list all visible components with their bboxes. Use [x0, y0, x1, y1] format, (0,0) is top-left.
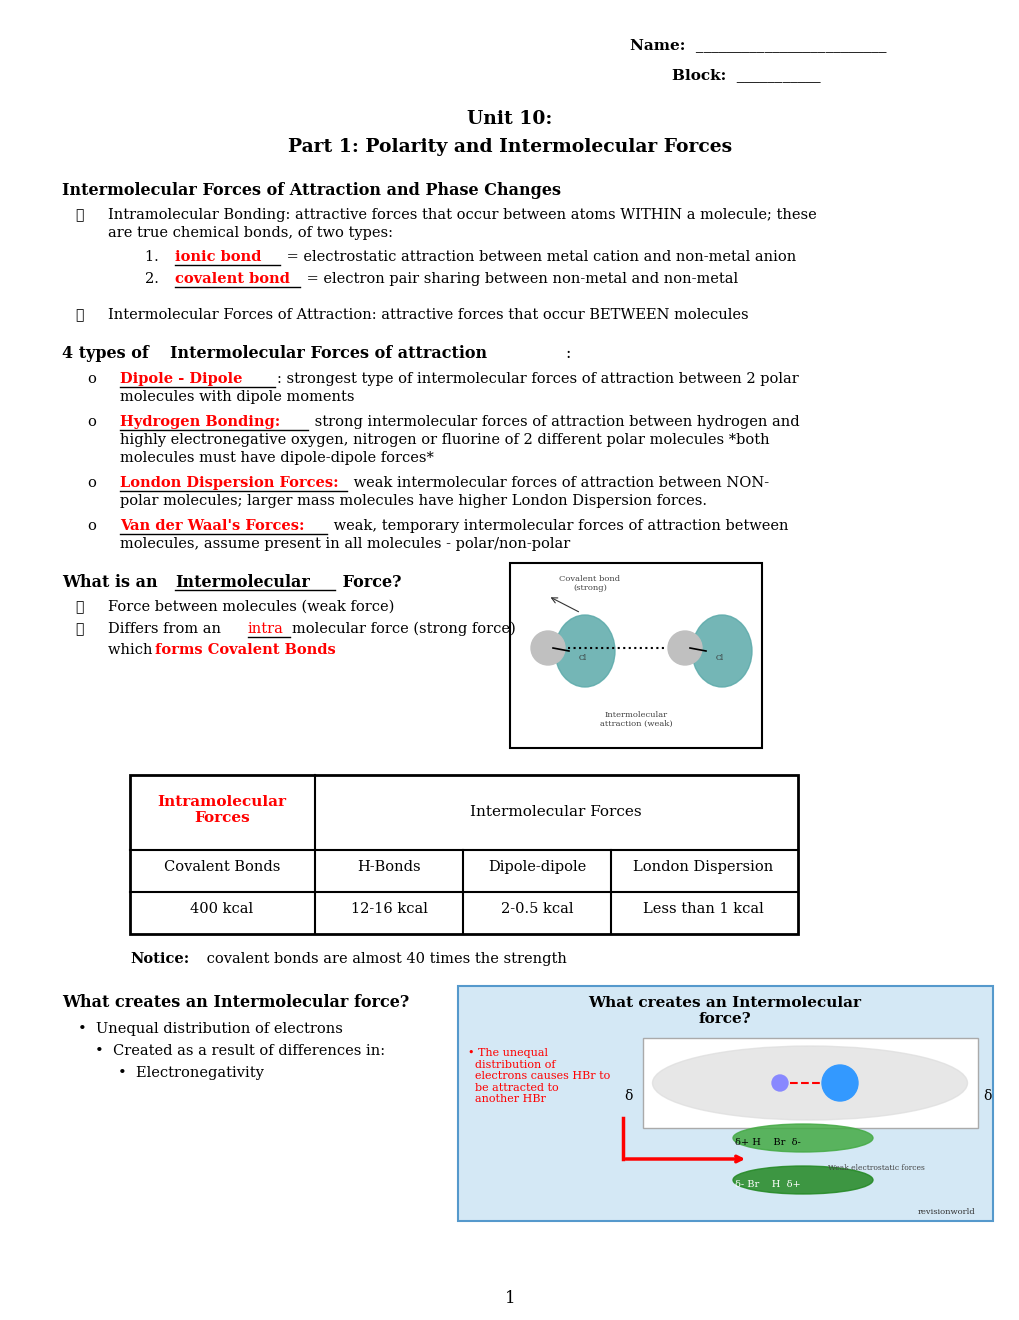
Bar — [458, 986, 993, 1221]
Text: which: which — [108, 643, 157, 657]
Text: δ: δ — [624, 1089, 632, 1104]
Ellipse shape — [733, 1125, 872, 1152]
Text: 2.: 2. — [145, 272, 168, 286]
Text: •  Created as a result of differences in:: • Created as a result of differences in: — [95, 1044, 385, 1059]
Text: Intermolecular: Intermolecular — [175, 574, 310, 591]
Circle shape — [821, 1065, 857, 1101]
Text: ionic bond: ionic bond — [175, 249, 261, 264]
Text: Intramolecular
Forces: Intramolecular Forces — [157, 795, 286, 825]
Text: Cl: Cl — [579, 653, 587, 663]
Text: •  Unequal distribution of electrons: • Unequal distribution of electrons — [77, 1022, 342, 1036]
Text: forms Covalent Bonds: forms Covalent Bonds — [155, 643, 335, 657]
Text: London Dispersion Forces:: London Dispersion Forces: — [120, 477, 338, 490]
Text: What creates an Intermolecular force?: What creates an Intermolecular force? — [62, 994, 409, 1011]
Bar — [129, 775, 797, 935]
Text: Part 1: Polarity and Intermolecular Forces: Part 1: Polarity and Intermolecular Forc… — [287, 139, 732, 156]
Text: δ- Br    H  δ+: δ- Br H δ+ — [735, 1180, 800, 1189]
Text: molecules with dipole moments: molecules with dipole moments — [120, 389, 355, 404]
Text: H-Bonds: H-Bonds — [357, 861, 421, 874]
Bar — [642, 1038, 977, 1129]
Ellipse shape — [691, 615, 751, 686]
Text: Dipole - Dipole: Dipole - Dipole — [120, 372, 243, 385]
Text: 4 types of: 4 types of — [62, 345, 154, 362]
Text: revisionworld: revisionworld — [917, 1208, 975, 1216]
Text: : strongest type of intermolecular forces of attraction between 2 polar: : strongest type of intermolecular force… — [277, 372, 798, 385]
Circle shape — [667, 631, 701, 665]
Text: Notice:: Notice: — [129, 952, 190, 966]
Ellipse shape — [652, 1045, 967, 1119]
Text: Weak electrostatic forces: Weak electrostatic forces — [827, 1164, 924, 1172]
Text: are true chemical bonds, of two types:: are true chemical bonds, of two types: — [108, 226, 392, 240]
Text: •  Electronegativity: • Electronegativity — [118, 1067, 264, 1080]
Text: Intermolecular Forces of attraction: Intermolecular Forces of attraction — [170, 345, 487, 362]
Text: ➤: ➤ — [75, 308, 84, 322]
Ellipse shape — [554, 615, 614, 686]
Text: molecules must have dipole-dipole forces*: molecules must have dipole-dipole forces… — [120, 451, 433, 465]
Text: molecular force (strong force): molecular force (strong force) — [291, 622, 516, 636]
Text: Differs from an: Differs from an — [108, 622, 225, 636]
Text: Covalent bond
(strong): Covalent bond (strong) — [558, 576, 620, 593]
Text: H: H — [677, 653, 684, 661]
Text: What is an: What is an — [62, 574, 163, 591]
Text: Name:  _________________________: Name: _________________________ — [630, 38, 886, 51]
Text: Force?: Force? — [336, 574, 401, 591]
Text: covalent bond: covalent bond — [175, 272, 289, 286]
Text: δ+ H    Br  δ-: δ+ H Br δ- — [735, 1138, 800, 1147]
Text: • The unequal
  distribution of
  electrons causes HBr to
  be attracted to
  an: • The unequal distribution of electrons … — [468, 1048, 609, 1105]
Text: Intermolecular
attraction (weak): Intermolecular attraction (weak) — [599, 711, 672, 729]
Text: 1.: 1. — [145, 249, 168, 264]
Text: Hydrogen Bonding:: Hydrogen Bonding: — [120, 414, 280, 429]
Text: o: o — [87, 519, 96, 533]
Text: 1: 1 — [504, 1290, 515, 1307]
Text: strong intermolecular forces of attraction between hydrogen and: strong intermolecular forces of attracti… — [310, 414, 799, 429]
Text: Van der Waal's Forces:: Van der Waal's Forces: — [120, 519, 305, 533]
Text: o: o — [87, 414, 96, 429]
Circle shape — [771, 1074, 788, 1092]
Text: Less than 1 kcal: Less than 1 kcal — [642, 902, 762, 916]
Text: o: o — [87, 477, 96, 490]
Text: weak, temporary intermolecular forces of attraction between: weak, temporary intermolecular forces of… — [329, 519, 788, 533]
Text: intra: intra — [248, 622, 283, 636]
Text: Dipole-dipole: Dipole-dipole — [487, 861, 586, 874]
Text: Force between molecules (weak force): Force between molecules (weak force) — [108, 601, 394, 614]
Text: Unit 10:: Unit 10: — [467, 110, 552, 128]
Text: 12-16 kcal: 12-16 kcal — [351, 902, 427, 916]
Text: :: : — [565, 345, 570, 362]
Text: ➤: ➤ — [75, 601, 84, 614]
Text: Intermolecular Forces of Attraction: attractive forces that occur BETWEEN molecu: Intermolecular Forces of Attraction: att… — [108, 308, 748, 322]
Text: ➤: ➤ — [75, 622, 84, 636]
Text: molecules, assume present in all molecules - polar/non-polar: molecules, assume present in all molecul… — [120, 537, 570, 550]
Text: 2-0.5 kcal: 2-0.5 kcal — [500, 902, 573, 916]
Text: What creates an Intermolecular
force?: What creates an Intermolecular force? — [588, 997, 861, 1026]
Text: 400 kcal: 400 kcal — [191, 902, 254, 916]
Text: Intermolecular Forces: Intermolecular Forces — [470, 805, 641, 818]
Text: δ: δ — [982, 1089, 990, 1104]
Bar — [510, 564, 761, 748]
Text: Block:  ___________: Block: ___________ — [672, 69, 820, 82]
Text: H: H — [540, 653, 547, 661]
Text: highly electronegative oxygen, nitrogen or fluorine of 2 different polar molecul: highly electronegative oxygen, nitrogen … — [120, 433, 769, 447]
Text: polar molecules; larger mass molecules have higher London Dispersion forces.: polar molecules; larger mass molecules h… — [120, 494, 706, 508]
Text: o: o — [87, 372, 96, 385]
Text: weak intermolecular forces of attraction between NON-: weak intermolecular forces of attraction… — [348, 477, 768, 490]
Text: = electrostatic attraction between metal cation and non-metal anion: = electrostatic attraction between metal… — [281, 249, 796, 264]
Text: = electron pair sharing between non-metal and non-metal: = electron pair sharing between non-meta… — [302, 272, 738, 286]
Text: Intermolecular Forces of Attraction and Phase Changes: Intermolecular Forces of Attraction and … — [62, 182, 560, 199]
Text: ➤: ➤ — [75, 209, 84, 222]
Text: Cl: Cl — [715, 653, 723, 663]
Text: London Dispersion: London Dispersion — [632, 861, 772, 874]
Ellipse shape — [733, 1166, 872, 1195]
Text: covalent bonds are almost 40 times the strength: covalent bonds are almost 40 times the s… — [202, 952, 567, 966]
Text: Covalent Bonds: Covalent Bonds — [164, 861, 280, 874]
Text: Intramolecular Bonding: attractive forces that occur between atoms WITHIN a mole: Intramolecular Bonding: attractive force… — [108, 209, 816, 222]
Circle shape — [531, 631, 565, 665]
